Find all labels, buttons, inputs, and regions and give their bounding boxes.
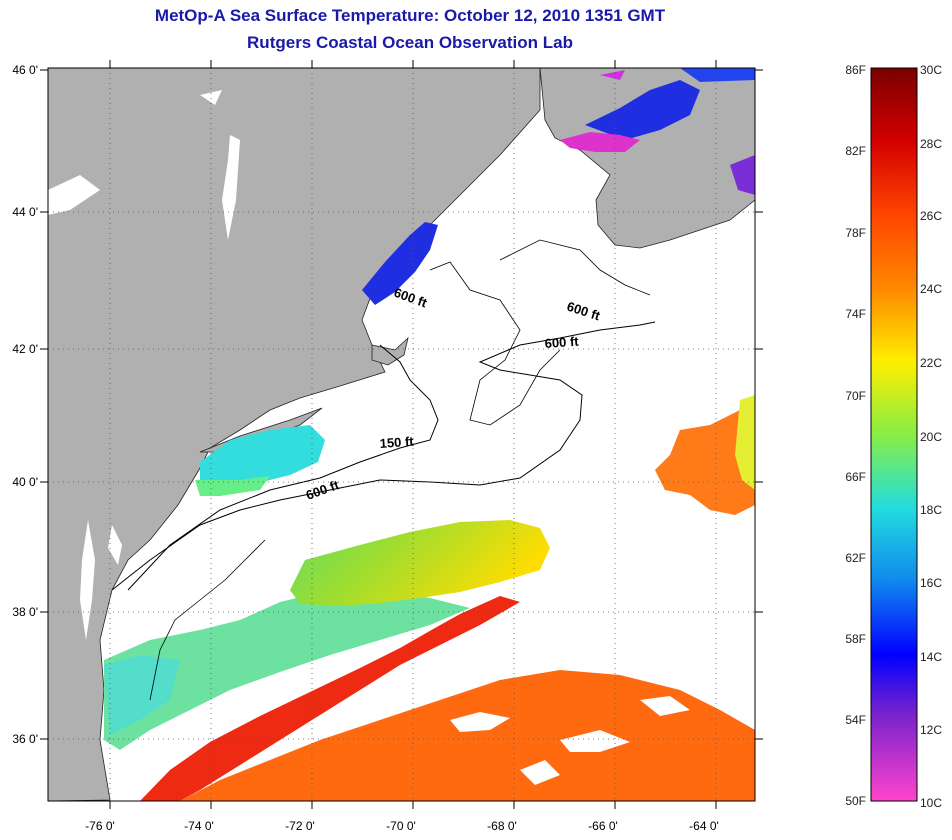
sst-map: 600 ft 600 ft 600 ft 150 ft 600 ft xyxy=(12,60,763,833)
contour-label: 600 ft xyxy=(544,334,580,351)
colorbar-f-label: 58F xyxy=(845,632,866,646)
contour-label: 150 ft xyxy=(379,434,415,451)
x-tick-label: -76 0' xyxy=(85,819,115,833)
colorbar-f-label: 86F xyxy=(845,63,866,77)
map-frame xyxy=(47,67,756,802)
gulf-stream-red xyxy=(140,596,520,801)
cold-water-magenta xyxy=(560,132,640,152)
colorbar-c-label: 20C xyxy=(920,430,942,444)
graticule xyxy=(48,68,755,801)
lake xyxy=(222,135,240,240)
warm-eddy-east xyxy=(655,400,755,515)
chesapeake-bay xyxy=(80,520,95,640)
gulf-stream-orange xyxy=(180,670,755,801)
y-tick-label: 42 0' xyxy=(12,342,38,356)
land-mainland xyxy=(48,68,541,801)
isobath-contour xyxy=(499,239,651,296)
y-tick-label: 40 0' xyxy=(12,475,38,489)
warm-water-green-nj xyxy=(195,476,270,496)
cold-water-purple xyxy=(730,155,755,195)
colorbar-f-label: 78F xyxy=(845,226,866,240)
colorbar-f-label: 70F xyxy=(845,389,866,403)
y-tick-label: 36 0' xyxy=(12,732,38,746)
colorbar-f-label: 74F xyxy=(845,307,866,321)
colorbar-c-label: 28C xyxy=(920,137,942,151)
colorbar-c-label: 26C xyxy=(920,209,942,223)
warm-water-yellow xyxy=(290,520,550,606)
colorbar-c-label: 24C xyxy=(920,282,942,296)
isobath-contour xyxy=(111,321,656,591)
x-tick-label: -74 0' xyxy=(184,819,214,833)
colorbar-f-label: 50F xyxy=(845,794,866,808)
y-tick-label: 46 0' xyxy=(12,63,38,77)
isobath-contour xyxy=(429,261,561,426)
axis-ticks xyxy=(40,60,763,809)
temperature-colorbar: 86F 82F 78F 74F 70F 66F 62F 58F 54F 50F … xyxy=(845,63,942,810)
colorbar-c-label: 30C xyxy=(920,63,942,77)
colorbar-c-label: 22C xyxy=(920,356,942,370)
warm-water-cyan-va xyxy=(104,655,180,735)
colorbar-c-label: 16C xyxy=(920,576,942,590)
colorbar-c-label: 18C xyxy=(920,503,942,517)
delaware-bay xyxy=(108,525,122,565)
cold-water-bay-of-fundy xyxy=(585,80,700,140)
cold-water-gulf-of-maine xyxy=(362,222,438,305)
x-tick-label: -72 0' xyxy=(285,819,315,833)
colorbar-f-label: 54F xyxy=(845,713,866,727)
colorbar-c-label: 12C xyxy=(920,723,942,737)
x-tick-label: -64 0' xyxy=(689,819,719,833)
lake xyxy=(200,90,222,105)
colorbar-c-label: 10C xyxy=(920,796,942,810)
y-tick-label: 38 0' xyxy=(12,605,38,619)
lake xyxy=(48,175,100,215)
warm-water-green-va xyxy=(104,590,470,750)
colorbar-c-label: 14C xyxy=(920,650,942,664)
map-title: MetOp-A Sea Surface Temperature: October… xyxy=(154,6,666,25)
x-tick-label: -68 0' xyxy=(487,819,517,833)
x-tick-label: -66 0' xyxy=(588,819,618,833)
colorbar-f-label: 62F xyxy=(845,551,866,565)
land-cape-cod xyxy=(371,336,409,366)
isobath-contour xyxy=(149,539,266,701)
cold-water-magenta xyxy=(600,70,625,80)
gulf-stream-speckle xyxy=(450,696,690,785)
warm-eddy-yellow xyxy=(735,395,755,490)
map-subtitle: Rutgers Coastal Ocean Observation Lab xyxy=(247,33,573,52)
colorbar-f-label: 82F xyxy=(845,144,866,158)
x-tick-label: -70 0' xyxy=(386,819,416,833)
isobath-contour xyxy=(127,344,439,591)
colorbar-f-label: 66F xyxy=(845,470,866,484)
colorbar-gradient xyxy=(870,67,918,802)
cold-water-blue xyxy=(680,68,755,82)
warm-water-cyan-nj xyxy=(200,425,325,495)
y-tick-label: 44 0' xyxy=(12,205,38,219)
